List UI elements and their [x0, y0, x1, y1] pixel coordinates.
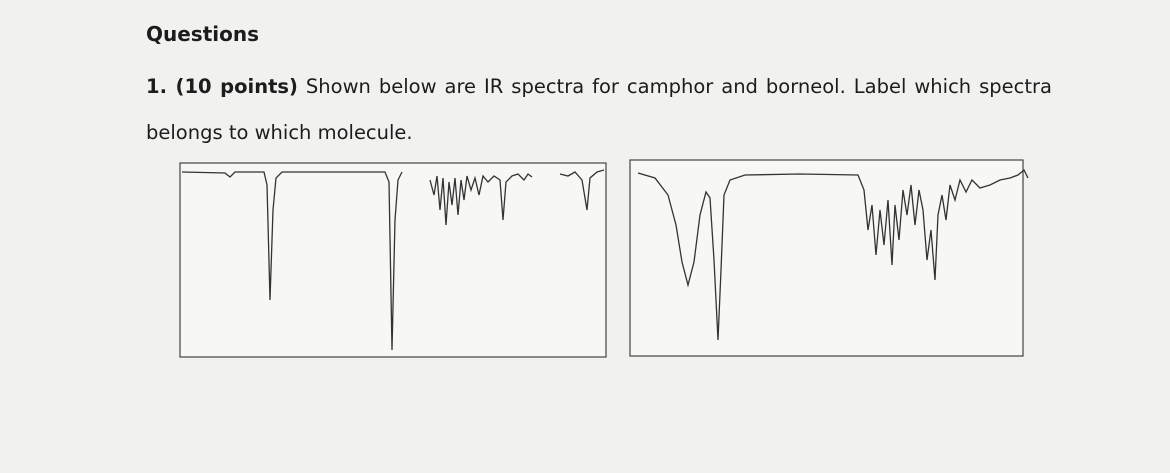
question: 1. (10 points) Shown below are IR spectr…	[146, 64, 1052, 156]
question-label: 1. (10 points)	[146, 75, 298, 98]
question-text: Shown below are IR spectra for camphor a…	[146, 75, 1052, 144]
spectrum-line	[637, 168, 1029, 341]
heading: Questions	[146, 22, 260, 46]
spectrum-line	[181, 169, 605, 351]
